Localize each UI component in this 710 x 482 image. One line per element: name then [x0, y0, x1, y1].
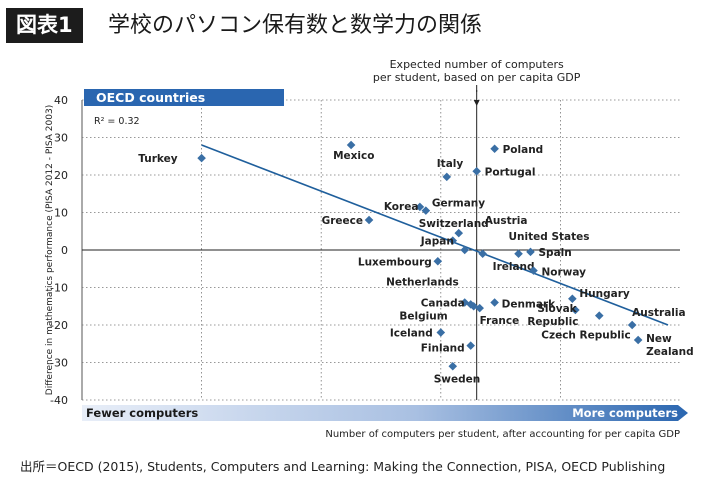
data-point	[436, 328, 446, 337]
point-label: Korea	[384, 201, 419, 213]
point-label: United States	[509, 231, 590, 243]
y-tick-label: 20	[54, 169, 68, 182]
point-label: Ireland	[493, 261, 535, 273]
point-label: Canada	[421, 297, 465, 309]
point-label: Australia	[632, 307, 685, 319]
data-point	[472, 166, 481, 176]
point-label: Switzerland	[419, 218, 489, 230]
data-point	[526, 247, 535, 257]
point-label: Mexico	[333, 150, 374, 162]
expected-line-arrowhead	[473, 100, 480, 106]
data-point	[454, 228, 464, 238]
y-tick-label: -40	[50, 394, 68, 407]
data-point	[364, 215, 374, 225]
banner-box	[84, 89, 284, 106]
y-tick-label: 30	[54, 132, 68, 145]
point-label: Austria	[485, 215, 528, 227]
expected-annotation-line1: Expected number of computers	[390, 58, 564, 71]
data-point	[514, 249, 523, 259]
x-axis-title: Number of computers per student, after a…	[325, 429, 680, 440]
y-tick-label: 40	[54, 94, 68, 107]
data-point	[197, 153, 206, 163]
data-point	[448, 361, 458, 371]
point-label: Belgium	[399, 310, 447, 322]
data-point	[490, 298, 499, 307]
data-point	[529, 266, 538, 275]
data-point	[448, 236, 458, 245]
data-point	[421, 206, 431, 215]
point-label: Japan	[420, 236, 454, 248]
data-point	[433, 256, 443, 266]
data-point	[571, 305, 580, 315]
point-label: Turkey	[138, 153, 177, 165]
x-left-label: Fewer computers	[86, 406, 198, 420]
data-point	[568, 294, 577, 304]
point-label: Italy	[437, 158, 464, 170]
point-label: Czech Republic	[541, 330, 630, 342]
r-squared-label: R² = 0.32	[94, 116, 140, 127]
data-point	[627, 320, 637, 330]
data-point	[415, 202, 425, 212]
point-label: Portugal	[485, 166, 536, 178]
data-point	[594, 311, 604, 320]
data-point	[478, 249, 487, 259]
point-label: Netherlands	[386, 277, 459, 289]
data-point	[466, 341, 475, 350]
point-label: Hungary	[579, 288, 630, 300]
point-label: Slovak Republic	[527, 303, 578, 328]
y-axis-title: Difference in mathematics performance (P…	[45, 105, 55, 395]
point-label: Iceland	[390, 328, 433, 340]
expected-annotation-line2: per student, based on per capita GDP	[373, 71, 581, 84]
point-label: Germany	[432, 198, 485, 210]
data-point	[475, 303, 484, 313]
point-label: Poland	[503, 144, 544, 156]
point-label: Sweden	[434, 373, 481, 385]
figure-title: 学校のパソコン保有数と数学力の関係	[108, 13, 483, 38]
trend-line	[201, 144, 669, 326]
point-label: Finland	[421, 343, 465, 355]
y-tick-label: -10	[50, 282, 68, 295]
point-label: Denmark	[502, 299, 557, 311]
y-tick-label: 10	[54, 207, 68, 220]
point-label: France	[480, 315, 520, 327]
point-label: Norway	[541, 267, 586, 279]
x-right-label: More computers	[572, 406, 678, 420]
point-label: New Zealand	[646, 333, 694, 358]
data-point	[460, 245, 470, 255]
data-point	[633, 335, 643, 345]
banner-label: OECD countries	[96, 90, 205, 105]
data-point	[442, 172, 452, 182]
y-tick-label: 0	[61, 244, 68, 257]
figure-tag: 図表1	[6, 8, 83, 43]
data-point	[490, 144, 499, 154]
x-axis-arrow	[82, 405, 688, 421]
source-note: 出所＝OECD (2015), Students, Computers and …	[20, 459, 666, 474]
point-label: Spain	[539, 247, 572, 259]
point-label: Greece	[322, 215, 363, 227]
y-tick-label: -20	[50, 319, 68, 332]
y-tick-label: -30	[50, 357, 68, 370]
data-point	[346, 140, 356, 150]
point-label: Luxembourg	[358, 256, 432, 268]
